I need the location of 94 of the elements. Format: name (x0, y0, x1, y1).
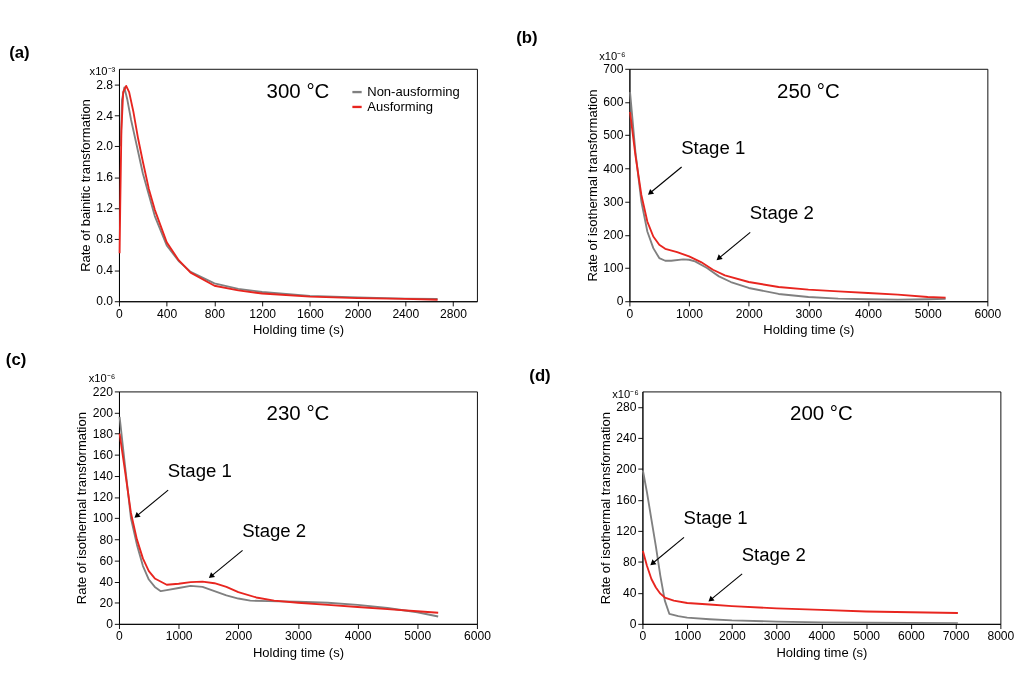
legend-label: Non-ausforming (367, 83, 460, 99)
y-tick-label: 200 (603, 228, 624, 243)
annotation: 200 °C (790, 401, 853, 425)
x-tick-label: 6000 (463, 629, 492, 644)
chart-title: (b) (516, 27, 538, 47)
annotation: Stage 1 (683, 507, 748, 529)
y-tick-label: 100 (603, 261, 624, 276)
x-tick-label: 2000 (735, 306, 763, 321)
annotation: Stage 2 (741, 543, 806, 565)
y-tick-label: 100 (92, 511, 114, 526)
y-tick-label: 120 (616, 524, 637, 539)
y-axis-title: Rate of isothermal transformation (597, 412, 613, 605)
y-axis-title: Rate of isothermal transformation (584, 89, 600, 282)
text: x10⁻³ (89, 65, 116, 78)
x-tick-label: 3000 (763, 629, 791, 644)
legend-label: Ausforming (367, 98, 433, 114)
x-tick-label: 5000 (404, 629, 432, 644)
y-tick-label: 200 (616, 462, 637, 477)
chart-title: (d) (529, 365, 551, 385)
x-tick-label: 800 (204, 306, 226, 321)
y-tick-label: 0.0 (96, 294, 114, 309)
x-tick-label: 4000 (344, 629, 372, 644)
annotation: 250 °C (777, 78, 840, 102)
x-tick-label: 6000 (897, 629, 926, 644)
annotation: Stage 1 (681, 136, 746, 158)
x-tick-label: 400 (157, 306, 178, 321)
chart-title: (a) (9, 43, 30, 63)
annotation: Stage 2 (749, 202, 814, 224)
y-tick-label: 140 (92, 469, 114, 484)
x-tick-label: 2000 (344, 306, 372, 321)
x-tick-label: 4000 (808, 629, 836, 644)
x-tick-label: 7000 (942, 629, 970, 644)
x-tick-label: 3000 (795, 306, 823, 321)
y-tick-label: 1.6 (96, 170, 114, 185)
y-tick-label: 0 (616, 294, 624, 309)
y-tick-label: 500 (603, 128, 624, 143)
y-tick-label: 40 (99, 574, 114, 589)
x-tick-label: 2400 (392, 306, 420, 321)
y-tick-label: 400 (603, 161, 624, 176)
y-tick-label: 2.4 (96, 108, 114, 123)
y-tick-label: 180 (92, 426, 114, 441)
x-tick-label: 1200 (249, 306, 277, 321)
x-tick-label: 3000 (285, 629, 313, 644)
y-tick-label: 20 (99, 595, 114, 610)
x-tick-label: 8000 (987, 629, 1015, 644)
x-tick-label: 2000 (718, 629, 747, 644)
y-tick-label: 220 (92, 384, 114, 399)
x-tick-label: 1600 (296, 306, 325, 321)
text: x10⁻⁶ (599, 49, 626, 62)
y-tick-label: 0.8 (96, 232, 114, 247)
x-tick-label: 0 (116, 629, 124, 644)
y-tick-label: 160 (92, 448, 114, 463)
x-axis-title: Holding time (s) (776, 644, 868, 660)
x-axis-title: Holding time (s) (763, 322, 855, 338)
y-tick-label: 80 (99, 532, 114, 547)
y-tick-label: 240 (616, 431, 637, 446)
x-tick-label: 1000 (165, 629, 193, 644)
y-tick-label: 120 (92, 490, 114, 505)
x-tick-label: 5000 (853, 629, 881, 644)
annotation: Stage 2 (242, 520, 307, 542)
text: x10⁻⁶ (88, 372, 116, 385)
y-tick-label: 0.4 (96, 263, 114, 278)
x-tick-label: 0 (116, 306, 124, 321)
annotation: Stage 1 (167, 460, 232, 482)
annotation: 230 °C (266, 401, 330, 425)
y-tick-label: 80 (622, 555, 637, 570)
y-tick-label: 160 (616, 493, 637, 508)
y-tick-label: 200 (92, 405, 114, 420)
x-tick-label: 5000 (914, 306, 942, 321)
y-tick-label: 60 (99, 553, 114, 568)
y-tick-label: 0 (629, 617, 637, 632)
y-axis-title: Rate of bainitic transformation (77, 99, 93, 272)
x-tick-label: 6000 (974, 306, 1002, 321)
x-tick-label: 2000 (225, 629, 253, 644)
x-tick-label: 0 (639, 629, 647, 644)
y-tick-label: 600 (603, 95, 624, 110)
y-axis-title: Rate of isothermal transformation (74, 412, 90, 605)
annotation: 300 °C (266, 78, 330, 102)
x-tick-label: 4000 (855, 306, 883, 321)
y-tick-label: 300 (603, 194, 624, 209)
y-tick-label: 700 (603, 62, 624, 77)
y-tick-label: 280 (616, 400, 637, 415)
y-tick-label: 0 (106, 617, 114, 632)
x-axis-title: Holding time (s) (252, 322, 344, 338)
chart-title: (c) (5, 350, 27, 370)
y-tick-label: 1.2 (96, 201, 114, 216)
x-tick-label: 1000 (674, 629, 702, 644)
y-tick-label: 40 (622, 586, 637, 601)
x-tick-label: 1000 (676, 306, 704, 321)
y-tick-label: 2.0 (96, 139, 114, 154)
y-tick-label: 2.8 (96, 77, 114, 92)
x-tick-label: 2800 (440, 306, 468, 321)
x-axis-title: Holding time (s) (252, 644, 344, 660)
text: x10⁻⁶ (612, 387, 639, 400)
